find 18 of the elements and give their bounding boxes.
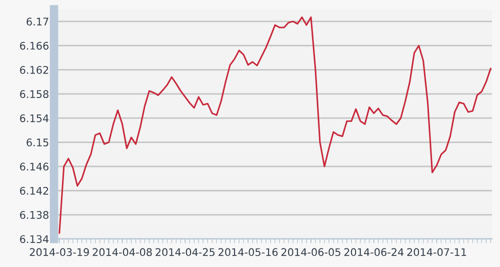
line-series [58, 16, 492, 234]
y-tick-label: 6.154 [20, 114, 49, 122]
y-tick-label: 6.162 [20, 66, 48, 74]
y-tick-label: 6.142 [20, 186, 48, 195]
y-tick-label: 6.15 [26, 138, 48, 146]
y-tick-label: 6.17 [26, 18, 48, 26]
x-tick-label: 2014-06-05 [281, 248, 340, 256]
x-tick-label: 2014-03-19 [30, 248, 89, 256]
x-tick-label: 2014-04-08 [92, 248, 152, 256]
y-tick-label: 6.166 [20, 42, 48, 50]
y-tick-label: 6.158 [20, 90, 48, 98]
y-tick-label: 6.146 [20, 162, 48, 171]
x-tick-label: 2014-05-16 [218, 248, 278, 256]
y-tick-label: 6.138 [20, 211, 48, 219]
y-tick-label: 6.134 [20, 235, 49, 244]
x-tick-label: 2014-06-24 [344, 248, 404, 256]
x-tick-label: 2014-04-25 [156, 248, 215, 256]
x-tick-label: 2014-07-11 [407, 248, 466, 256]
